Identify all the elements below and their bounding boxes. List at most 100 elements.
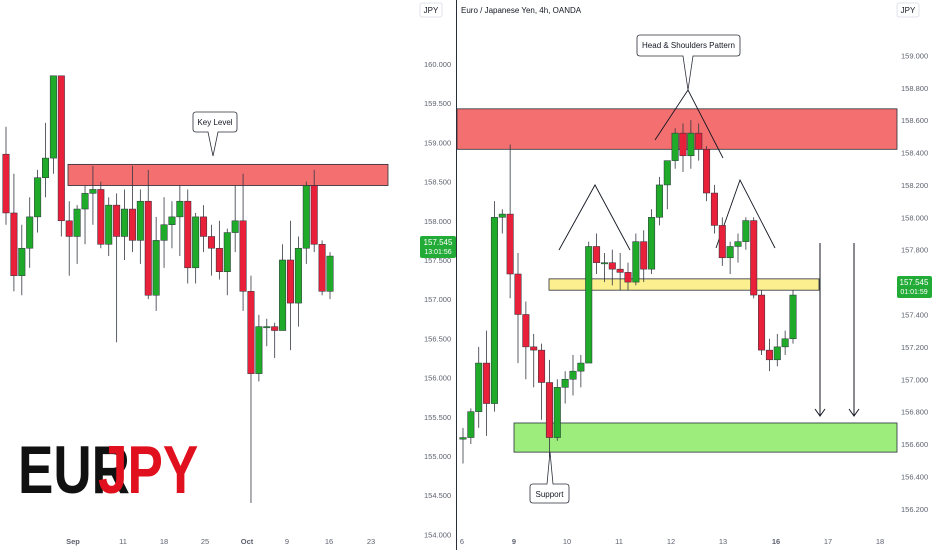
candle-body-up: [26, 216, 34, 249]
left-currency-button[interactable]: JPY: [419, 2, 443, 18]
right-candles: [459, 120, 797, 464]
left-time-axis: Sep 11 18 25 Oct 9 16 23: [66, 537, 375, 546]
candle: [223, 228, 231, 296]
candle-body-down: [318, 244, 326, 292]
candle-body-down: [750, 220, 758, 296]
candle: [640, 230, 648, 283]
x-tick-label: 18: [160, 537, 168, 546]
candle-body-up: [152, 240, 160, 296]
y-tick-label: 157.200: [901, 343, 928, 352]
candle-body-up: [42, 157, 50, 178]
key-level-callout-box: [192, 111, 238, 157]
candle-body-down: [765, 349, 773, 361]
y-tick-label: 154.000: [424, 530, 451, 539]
candle-body-up: [655, 184, 663, 218]
candle-body-up: [49, 75, 57, 159]
candle: [663, 160, 671, 210]
candle: [703, 146, 711, 202]
candle: [695, 123, 703, 161]
left-currency-label[interactable]: JPY: [424, 6, 439, 15]
x-tick-label: 13: [719, 537, 727, 546]
candle: [545, 359, 553, 457]
x-tick-label: 11: [119, 537, 127, 546]
candle: [585, 241, 593, 364]
left-price-tag-price: 157.545: [424, 238, 453, 247]
candle-body-up: [294, 247, 302, 304]
candle: [18, 224, 26, 296]
candle: [514, 252, 522, 364]
candle: [687, 120, 695, 169]
candle: [113, 193, 121, 343]
right-currency-label[interactable]: JPY: [901, 6, 916, 15]
y-tick-label: 159.000: [424, 138, 451, 147]
candle: [679, 123, 687, 172]
candle-body-up: [231, 220, 239, 233]
candle: [10, 173, 18, 292]
candle: [671, 128, 679, 169]
candle-body-down: [2, 153, 10, 214]
left-price-tag-countdown: 13:01:56: [424, 249, 451, 256]
left-currency-bg[interactable]: [419, 2, 443, 18]
right-currency-bg[interactable]: [896, 2, 920, 18]
y-tick-label: 155.500: [424, 413, 451, 422]
logo-eur: EUR: [18, 432, 130, 508]
candle-body-down: [128, 208, 136, 241]
y-tick-label: 158.000: [901, 213, 928, 222]
candle-body-down: [616, 268, 624, 273]
left-price-axis: 160.000 159.500 159.000 158.500 158.000 157.5…: [424, 60, 451, 539]
candle: [608, 249, 616, 286]
candle-body-down: [522, 314, 530, 348]
candle: [773, 333, 781, 367]
candle-body-up: [734, 241, 742, 247]
y-tick-label: 158.400: [901, 149, 928, 158]
candle: [483, 330, 491, 436]
candle-body-down: [506, 213, 514, 275]
candle: [758, 290, 766, 355]
candle-body-up: [192, 216, 200, 269]
candle: [57, 75, 65, 237]
candle: [569, 354, 577, 396]
candle-body-down: [97, 189, 105, 245]
candle: [160, 197, 168, 268]
candle: [121, 189, 129, 260]
candle-body-down: [640, 241, 648, 270]
candle: [97, 181, 105, 249]
y-tick-label: 157.000: [424, 295, 451, 304]
candle-body-down: [718, 225, 726, 259]
candle-body-up: [569, 370, 577, 380]
candle-body-down: [10, 212, 18, 276]
support-label: Support: [535, 490, 564, 499]
candle-body-up: [632, 241, 640, 283]
candle: [718, 217, 726, 266]
candle: [750, 217, 758, 299]
key-level-callout: Key Level: [192, 111, 238, 157]
left-last-price-tag: 157.545 13:01:56: [420, 236, 456, 258]
key-level-label: Key Level: [197, 118, 232, 127]
candle-body-down: [530, 346, 538, 351]
candle: [128, 165, 136, 253]
candle-body-up: [121, 208, 129, 237]
x-tick-label: 9: [512, 537, 516, 546]
candle: [200, 205, 208, 253]
candle-body-down: [113, 204, 121, 237]
candle: [231, 185, 239, 253]
candle-body-up: [663, 160, 671, 186]
candle-body-up: [168, 216, 176, 225]
candle-body-down: [593, 246, 601, 263]
candle-body-down: [65, 220, 73, 237]
candle-body-down: [710, 192, 718, 226]
candle-body-up: [781, 338, 789, 348]
candle-body-down: [624, 272, 632, 283]
x-tick-label: 12: [667, 537, 675, 546]
right-currency-button[interactable]: JPY: [896, 2, 920, 18]
key-level-zone-rect: [67, 163, 389, 186]
support-zone-rect: [513, 422, 898, 453]
x-tick-label: Oct: [241, 537, 254, 546]
candle: [726, 241, 734, 274]
x-tick-label: 25: [201, 537, 209, 546]
pattern-label: Head & Shoulders Pattern: [642, 41, 735, 50]
y-tick-label: 154.500: [424, 491, 451, 500]
y-tick-label: 157.500: [424, 256, 451, 265]
candle-body-down: [57, 75, 65, 222]
x-tick-label: 23: [367, 537, 375, 546]
